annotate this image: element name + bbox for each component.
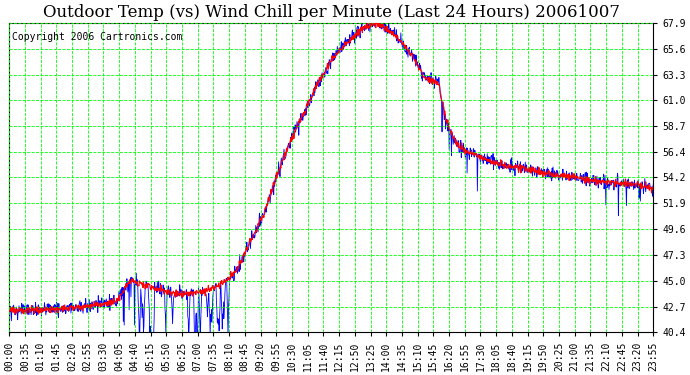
Title: Outdoor Temp (vs) Wind Chill per Minute (Last 24 Hours) 20061007: Outdoor Temp (vs) Wind Chill per Minute … xyxy=(43,4,620,21)
Text: Copyright 2006 Cartronics.com: Copyright 2006 Cartronics.com xyxy=(12,32,183,42)
